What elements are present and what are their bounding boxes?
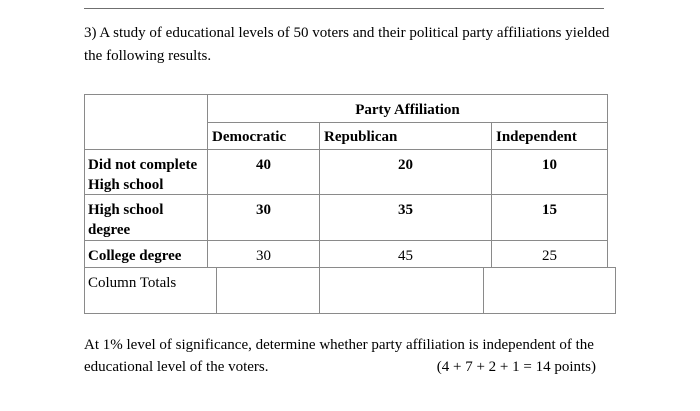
party-affiliation-header: Party Affiliation: [355, 102, 460, 118]
top-rule: [84, 8, 604, 9]
question-line-2: the following results.: [84, 48, 212, 64]
footer-line-2: educational level of the voters.: [84, 359, 269, 375]
question-text: 3) A study of educational levels of 50 v…: [84, 22, 644, 68]
col-header-independent: Independent: [496, 129, 577, 145]
points-label: (4 + 7 + 2 + 1 = 14 points): [436, 359, 596, 375]
row-label-college-degree: College degree: [88, 248, 182, 264]
table-cell: 40: [256, 157, 271, 173]
footer-line-1: At 1% level of significance, determine w…: [84, 337, 594, 353]
table-cell: 30: [256, 248, 271, 264]
table-cell: 30: [256, 202, 271, 218]
col-header-democratic: Democratic: [212, 129, 287, 145]
row-label-did-not-complete: Did not complete High school: [88, 157, 198, 193]
table-cell: 35: [398, 202, 413, 218]
footer-text: At 1% level of significance, determine w…: [84, 334, 624, 378]
row-label-high-school-degree: High school degree: [88, 202, 164, 238]
row-label-column-totals: Column Totals: [88, 275, 177, 291]
table-cell: 20: [398, 157, 413, 173]
table-cell: 15: [542, 202, 557, 218]
table-cell: 45: [398, 248, 413, 264]
col-header-republican: Republican: [324, 129, 398, 145]
table-cell: 25: [542, 248, 557, 264]
table-cell: 10: [542, 157, 557, 173]
question-line-1: 3) A study of educational levels of 50 v…: [84, 25, 610, 41]
